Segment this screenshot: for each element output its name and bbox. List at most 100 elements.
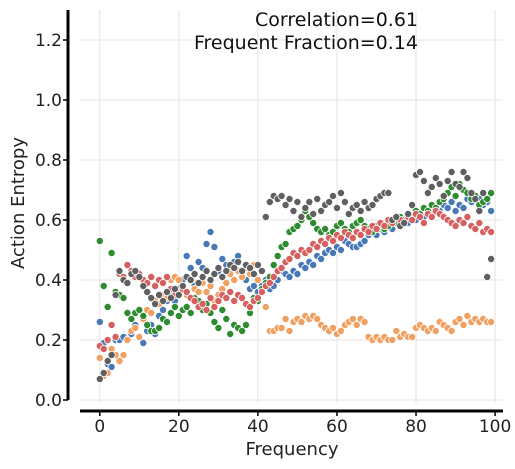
x-tick-label: 80 <box>405 417 427 437</box>
scatter-point <box>293 269 302 278</box>
scatter-point <box>340 197 349 206</box>
scatter-point <box>222 314 231 323</box>
scatter-point <box>95 353 104 362</box>
x-tick-label: 40 <box>247 417 269 437</box>
scatter-point <box>431 326 440 335</box>
scatter-point <box>99 281 108 290</box>
scatter-point <box>234 257 243 266</box>
scatter-point <box>147 272 156 281</box>
scatter-point <box>99 344 108 353</box>
scatter-point <box>423 188 432 197</box>
scatter-point <box>447 197 456 206</box>
scatter-point <box>447 167 456 176</box>
scatter-point <box>483 272 492 281</box>
scatter-point <box>206 293 215 302</box>
scatter-point <box>182 287 191 296</box>
scatter-point <box>463 173 472 182</box>
scatter-point <box>210 242 219 251</box>
scatter-point <box>313 314 322 323</box>
y-tick-label: 0.6 <box>35 211 62 231</box>
tick-labels: 0 20 40 60 80 100 0.0 0.2 0.4 0.6 0.8 1.0 1.2 <box>35 31 511 437</box>
scatter-point <box>415 167 424 176</box>
scatter-point <box>202 266 211 275</box>
scatter-point <box>230 275 239 284</box>
y-axis-title: Action Entropy <box>8 137 29 269</box>
scatter-point <box>107 362 116 371</box>
scatter-point <box>139 311 148 320</box>
scatter-point <box>451 206 460 215</box>
scatter-point <box>487 254 496 263</box>
annotation-frequent-fraction: Frequent Fraction=0.14 <box>194 32 418 54</box>
scatter-point <box>194 257 203 266</box>
scatter-point <box>348 233 357 242</box>
scatter-point <box>103 302 112 311</box>
scatter-point <box>202 239 211 248</box>
scatter-point <box>360 317 369 326</box>
scatter-point <box>451 221 460 230</box>
scatter-point <box>384 188 393 197</box>
scatter-point <box>487 206 496 215</box>
scatter-point <box>463 311 472 320</box>
scatter-point <box>317 206 326 215</box>
scatter-point <box>459 167 468 176</box>
scatter-point <box>95 236 104 245</box>
scatter-point <box>190 296 199 305</box>
scatter-point <box>408 332 417 341</box>
scatter-point <box>368 200 377 209</box>
scatter-point <box>115 266 124 275</box>
scatter-point <box>281 239 290 248</box>
scatter-point <box>392 326 401 335</box>
scatter-point <box>293 221 302 230</box>
scatter-point <box>388 335 397 344</box>
scatter-point <box>487 227 496 236</box>
scatter-point <box>151 299 160 308</box>
scatter-point <box>178 281 187 290</box>
annotation-correlation: Correlation=0.61 <box>255 9 418 31</box>
scatter-point <box>269 272 278 281</box>
scatter-point <box>447 326 456 335</box>
scatter-point <box>143 287 152 296</box>
scatter-point <box>475 218 484 227</box>
scatter-point <box>127 314 136 323</box>
scatter-point <box>253 275 262 284</box>
scatter-point <box>301 263 310 272</box>
scatter-point <box>336 233 345 242</box>
scatter-point <box>360 197 369 206</box>
scatter-point <box>459 203 468 212</box>
scatter-point <box>348 314 357 323</box>
scatter-point <box>182 251 191 260</box>
scatter-point <box>419 176 428 185</box>
scatter-point <box>95 317 104 326</box>
scatter-point <box>455 182 464 191</box>
scatter-point <box>103 335 112 344</box>
scatter-point <box>313 194 322 203</box>
scatter-point <box>238 293 247 302</box>
scatter-point <box>155 323 164 332</box>
scatter-point <box>143 320 152 329</box>
scatter-point <box>198 272 207 281</box>
scatter-point <box>261 302 270 311</box>
scatter-point <box>170 284 179 293</box>
scatter-point <box>277 263 286 272</box>
scatter-point <box>483 194 492 203</box>
scatter-point <box>400 218 409 227</box>
scatter-point <box>356 206 365 215</box>
scatter-point <box>408 215 417 224</box>
axes <box>63 10 503 416</box>
scatter-point <box>162 317 171 326</box>
scatter-point <box>285 326 294 335</box>
scatter-point <box>427 212 436 221</box>
scatter-point <box>479 188 488 197</box>
scatter-point <box>487 188 496 197</box>
scatter-point <box>131 266 140 275</box>
scatter-point <box>281 314 290 323</box>
scatter-point <box>487 317 496 326</box>
scatter-point <box>135 272 144 281</box>
scatter-point <box>238 326 247 335</box>
scatter-point <box>309 209 318 218</box>
scatter-point <box>313 242 322 251</box>
scatter-point <box>253 293 262 302</box>
scatter-point <box>218 305 227 314</box>
scatter-point <box>202 287 211 296</box>
